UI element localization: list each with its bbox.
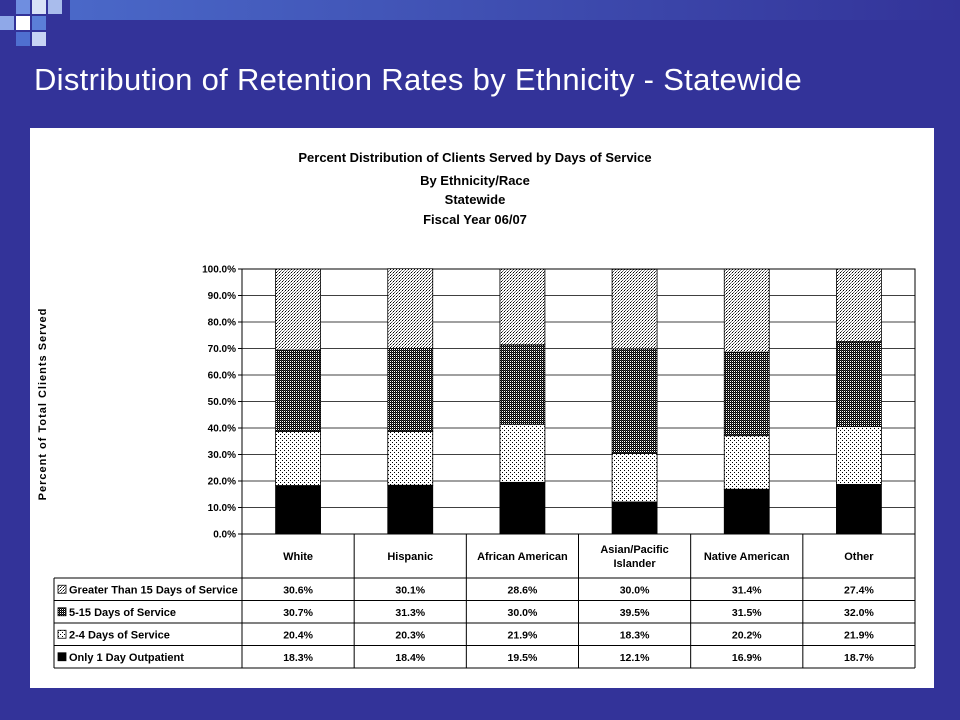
data-label: 39.5% [620,607,650,619]
bar-segment-3 [723,351,770,437]
bar-segment-4 [836,268,882,343]
y-tick-label: 40.0% [208,424,236,435]
bar-segment-4 [499,268,546,346]
legend-key-4 [57,584,67,594]
legend-key-1 [57,652,67,662]
bar-segment-1 [836,484,882,535]
corner-squares-decoration [0,0,62,46]
data-label: 20.4% [283,629,313,641]
bar-segment-1 [723,488,770,535]
data-label: 18.3% [283,652,313,664]
bar-segment-2 [611,453,658,503]
legend-entry: 5-15 Days of Service [69,607,176,619]
y-tick-label: 0.0% [213,530,236,541]
bar-segment-2 [836,426,882,485]
data-label: 30.6% [283,584,313,596]
y-tick-label: 20.0% [208,477,236,488]
bar-segment-2 [275,431,321,486]
data-label: 31.3% [395,607,425,619]
bar-segment-1 [387,484,434,535]
data-label: 12.1% [620,652,650,664]
bar-segment-2 [387,431,434,486]
data-label: 30.1% [395,584,425,596]
data-label: 30.0% [508,607,538,619]
data-label: 28.6% [508,584,538,596]
y-tick-label: 60.0% [208,371,236,382]
chart-title-line-3: Statewide [445,192,506,207]
y-axis-label: Percent of Total Clients Served [37,308,49,501]
y-tick-label: 80.0% [208,318,236,329]
legend-key-3 [57,607,67,617]
y-tick-label: 30.0% [208,450,236,461]
y-tick-label: 10.0% [208,503,236,514]
category-label: Native American [704,551,790,563]
chart-title-line-4: Fiscal Year 06/07 [423,212,527,227]
category-label: Other [844,551,874,563]
bar-segment-2 [499,423,546,483]
bar-segment-1 [275,485,321,535]
bar-segment-1 [611,501,658,535]
bar-segment-3 [836,341,882,427]
legend-entry: Greater Than 15 Days of Service [69,584,238,596]
legend-key-2 [57,629,67,639]
data-label: 21.9% [844,629,874,641]
legend-entry: 2-4 Days of Service [69,629,170,641]
bar-segment-3 [387,348,434,432]
data-label: 27.4% [844,584,874,596]
y-tick-label: 90.0% [208,291,236,302]
bar-segment-4 [387,268,434,349]
data-label: 21.9% [508,629,538,641]
y-tick-label: 100.0% [202,265,236,276]
bar-segment-2 [723,435,770,490]
data-label: 31.5% [732,607,762,619]
legend-entry: Only 1 Day Outpatient [69,652,184,664]
slide-title: Distribution of Retention Rates by Ethni… [34,62,803,97]
y-axis-ticks: 0.0% 10.0% 20.0% 30.0% 40.0% 50.0% 60.0% 70.0% 8… [202,265,242,541]
y-tick-label: 70.0% [208,344,236,355]
data-label: 30.7% [283,607,313,619]
data-label: 18.7% [844,652,874,664]
top-gradient-bar [70,0,960,20]
data-label: 16.9% [732,652,762,664]
bar-segment-3 [611,348,658,454]
category-label: African American [477,551,568,563]
category-label: White [283,551,313,563]
bars [275,268,882,535]
stacked-bar-chart: Percent Distribution of Clients Served b… [37,150,916,669]
data-label: 18.4% [395,652,425,664]
data-label: 19.5% [508,652,538,664]
chart-title: Percent Distribution of Clients Served b… [298,150,651,227]
category-label: Asian/Pacific [600,544,668,556]
bar-segment-3 [499,344,546,425]
bar-segment-3 [275,349,321,432]
data-label: 20.3% [395,629,425,641]
data-table: White Hispanic African American Asian/Pacif… [53,534,916,669]
chart-title-line-2: By Ethnicity/Race [420,173,530,188]
data-label: 18.3% [620,629,650,641]
bar-segment-4 [723,268,770,353]
data-label: 30.0% [620,584,650,596]
bar-segment-4 [611,268,658,350]
y-tick-label: 50.0% [208,397,236,408]
chart-panel: Percent Distribution of Clients Served b… [30,128,934,688]
bar-segment-1 [499,481,546,535]
chart-title-line-1: Percent Distribution of Clients Served b… [298,150,651,165]
bar-segment-4 [275,268,321,351]
category-label: Hispanic [387,551,433,563]
category-label: Islander [613,558,656,570]
data-label: 32.0% [844,607,874,619]
gridlines [241,268,916,535]
data-label: 20.2% [732,629,762,641]
data-label: 31.4% [732,584,762,596]
